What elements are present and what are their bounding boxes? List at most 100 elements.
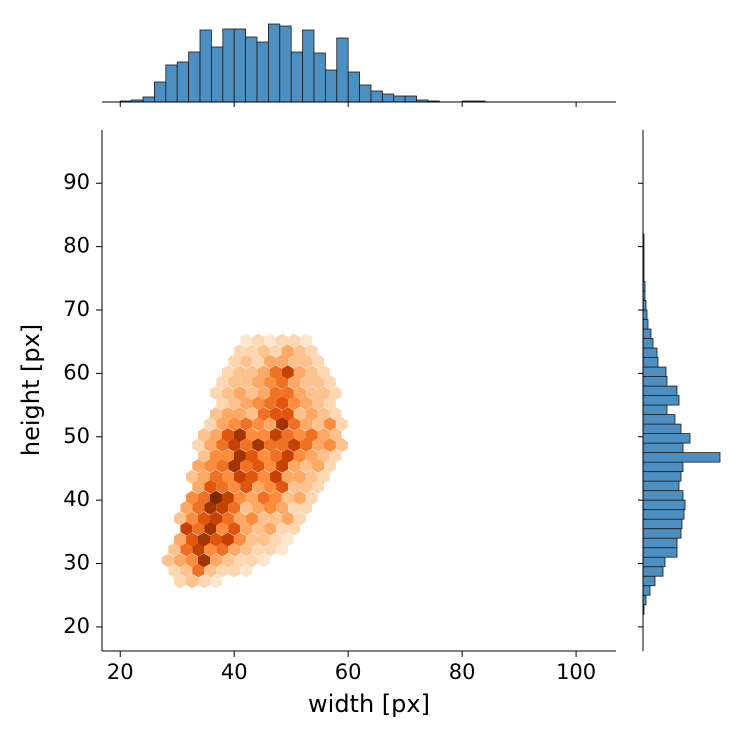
y-tick-label: 80 xyxy=(63,234,90,258)
hex-cell xyxy=(269,407,282,421)
hex-cell xyxy=(240,396,253,411)
hex-cell xyxy=(233,448,246,463)
hist-bar xyxy=(642,452,721,463)
hex-cell xyxy=(204,459,217,473)
hex-cell xyxy=(240,417,253,431)
hex-cell xyxy=(312,417,324,431)
hex-cell xyxy=(305,428,318,442)
hex-cell xyxy=(324,438,336,452)
hex-cell xyxy=(329,448,342,463)
hex-cell xyxy=(222,469,234,484)
hex-cell xyxy=(186,511,198,526)
hex-cell xyxy=(264,500,277,515)
hist-bar xyxy=(642,366,667,377)
hex-cell xyxy=(198,574,210,589)
hex-cell xyxy=(281,490,294,505)
hist-bar xyxy=(642,319,649,330)
hist-bar xyxy=(642,509,685,520)
hex-cell xyxy=(335,417,348,431)
hist-bar xyxy=(642,404,668,415)
y-tick-label: 70 xyxy=(63,297,90,321)
hist-bar xyxy=(642,490,684,501)
hist-bar xyxy=(642,309,648,320)
hist-bar xyxy=(313,52,326,103)
hex-cell xyxy=(168,563,181,578)
hex-cell xyxy=(317,386,330,400)
hist-bar xyxy=(642,528,682,539)
x-tick-label: 60 xyxy=(335,660,362,684)
hist-bar xyxy=(336,37,349,103)
hex-cell xyxy=(222,386,234,400)
hist-bar xyxy=(642,347,658,358)
hex-cell xyxy=(192,459,205,473)
hex-cell xyxy=(293,448,306,463)
hex-cell xyxy=(293,490,306,505)
x-tick-label: 40 xyxy=(221,660,248,684)
hex-cell xyxy=(210,490,222,505)
hist-bar xyxy=(154,81,167,103)
hex-cell xyxy=(293,407,306,421)
hex-cell xyxy=(216,396,229,411)
hex-cell xyxy=(222,428,234,442)
hex-cell xyxy=(281,469,294,484)
hex-cell xyxy=(269,344,282,359)
hex-cell xyxy=(198,532,210,547)
hex-cell xyxy=(240,479,253,494)
hex-cell xyxy=(257,448,270,463)
hex-cell xyxy=(281,448,294,463)
hist-bar xyxy=(324,69,338,103)
hex-cell xyxy=(198,553,210,568)
hex-cell xyxy=(276,354,289,369)
hex-cell xyxy=(245,428,258,442)
hex-cell xyxy=(252,375,265,390)
hex-cell xyxy=(257,386,270,400)
hex-cell xyxy=(228,396,241,411)
hex-cell xyxy=(264,459,277,473)
hex-cell xyxy=(198,428,210,442)
hist-bar xyxy=(142,96,155,103)
hex-cell xyxy=(252,396,265,411)
hex-cell xyxy=(228,500,241,515)
hex-cell xyxy=(276,375,289,390)
hex-cell xyxy=(245,553,258,568)
hex-cell xyxy=(257,553,270,568)
hex-cell xyxy=(288,479,300,494)
hex-cell xyxy=(180,500,193,515)
hex-cell xyxy=(264,375,277,390)
hex-cell xyxy=(252,459,265,473)
hex-cell xyxy=(305,407,318,421)
hex-cell xyxy=(257,511,270,526)
hex-cell xyxy=(180,563,193,578)
hex-cell xyxy=(300,375,312,390)
hex-cell xyxy=(240,500,253,515)
hex-cell xyxy=(317,469,330,484)
hex-cell xyxy=(300,396,312,411)
hex-cell xyxy=(210,553,222,568)
hex-cell xyxy=(222,511,234,526)
hist-bar xyxy=(211,46,224,103)
hex-cell xyxy=(192,542,205,557)
hex-cell xyxy=(264,521,277,536)
hist-bar xyxy=(642,395,680,406)
hist-bar xyxy=(642,338,654,349)
hex-cell xyxy=(228,542,241,557)
hex-cell xyxy=(228,354,241,369)
hex-cell xyxy=(204,521,217,536)
hex-cell xyxy=(216,500,229,515)
hex-cell xyxy=(252,417,265,431)
hex-cell xyxy=(276,500,289,515)
hex-cell xyxy=(252,354,265,369)
hex-cell xyxy=(245,532,258,547)
hex-cell xyxy=(228,479,241,494)
hex-cell xyxy=(257,365,270,379)
hex-cell xyxy=(174,532,187,547)
hex-cell xyxy=(192,479,205,494)
hex-cell xyxy=(216,521,229,536)
hex-cell xyxy=(228,459,241,473)
hex-cell xyxy=(269,428,282,442)
hex-cell xyxy=(174,574,187,589)
hex-cell xyxy=(276,459,289,473)
hex-cell xyxy=(228,563,241,578)
hex-cell xyxy=(305,365,318,379)
hex-cell xyxy=(264,542,277,557)
